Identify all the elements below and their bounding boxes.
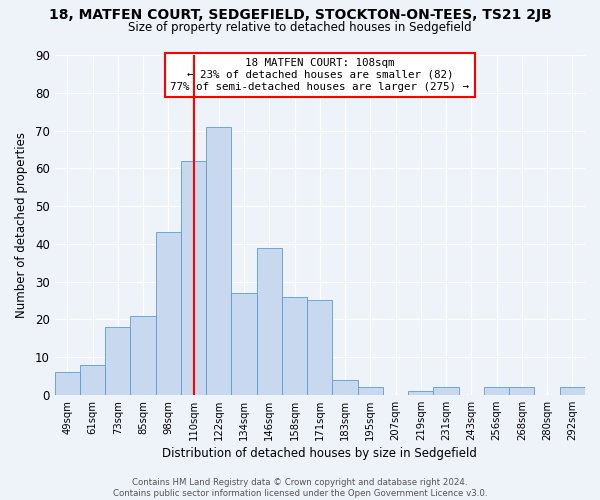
Bar [181, 160, 206, 395]
Text: Contains HM Land Registry data © Crown copyright and database right 2024.
Contai: Contains HM Land Registry data © Crown c… [113, 478, 487, 498]
Bar [408, 391, 433, 395]
Text: Size of property relative to detached houses in Sedgefield: Size of property relative to detached ho… [128, 21, 472, 34]
Bar [484, 388, 509, 395]
Bar [55, 372, 80, 395]
Bar [232, 293, 257, 395]
Bar [206, 126, 232, 395]
Bar [155, 232, 181, 395]
Bar [332, 380, 358, 395]
Bar [80, 364, 105, 395]
Bar [358, 388, 383, 395]
Bar [282, 296, 307, 395]
Text: 18 MATFEN COURT: 108sqm
← 23% of detached houses are smaller (82)
77% of semi-de: 18 MATFEN COURT: 108sqm ← 23% of detache… [170, 58, 469, 92]
Bar [130, 316, 155, 395]
Bar [509, 388, 535, 395]
Y-axis label: Number of detached properties: Number of detached properties [15, 132, 28, 318]
Bar [433, 388, 459, 395]
Bar [307, 300, 332, 395]
Text: 18, MATFEN COURT, SEDGEFIELD, STOCKTON-ON-TEES, TS21 2JB: 18, MATFEN COURT, SEDGEFIELD, STOCKTON-O… [49, 8, 551, 22]
Bar [257, 248, 282, 395]
Bar [105, 327, 130, 395]
Bar [560, 388, 585, 395]
X-axis label: Distribution of detached houses by size in Sedgefield: Distribution of detached houses by size … [163, 447, 477, 460]
